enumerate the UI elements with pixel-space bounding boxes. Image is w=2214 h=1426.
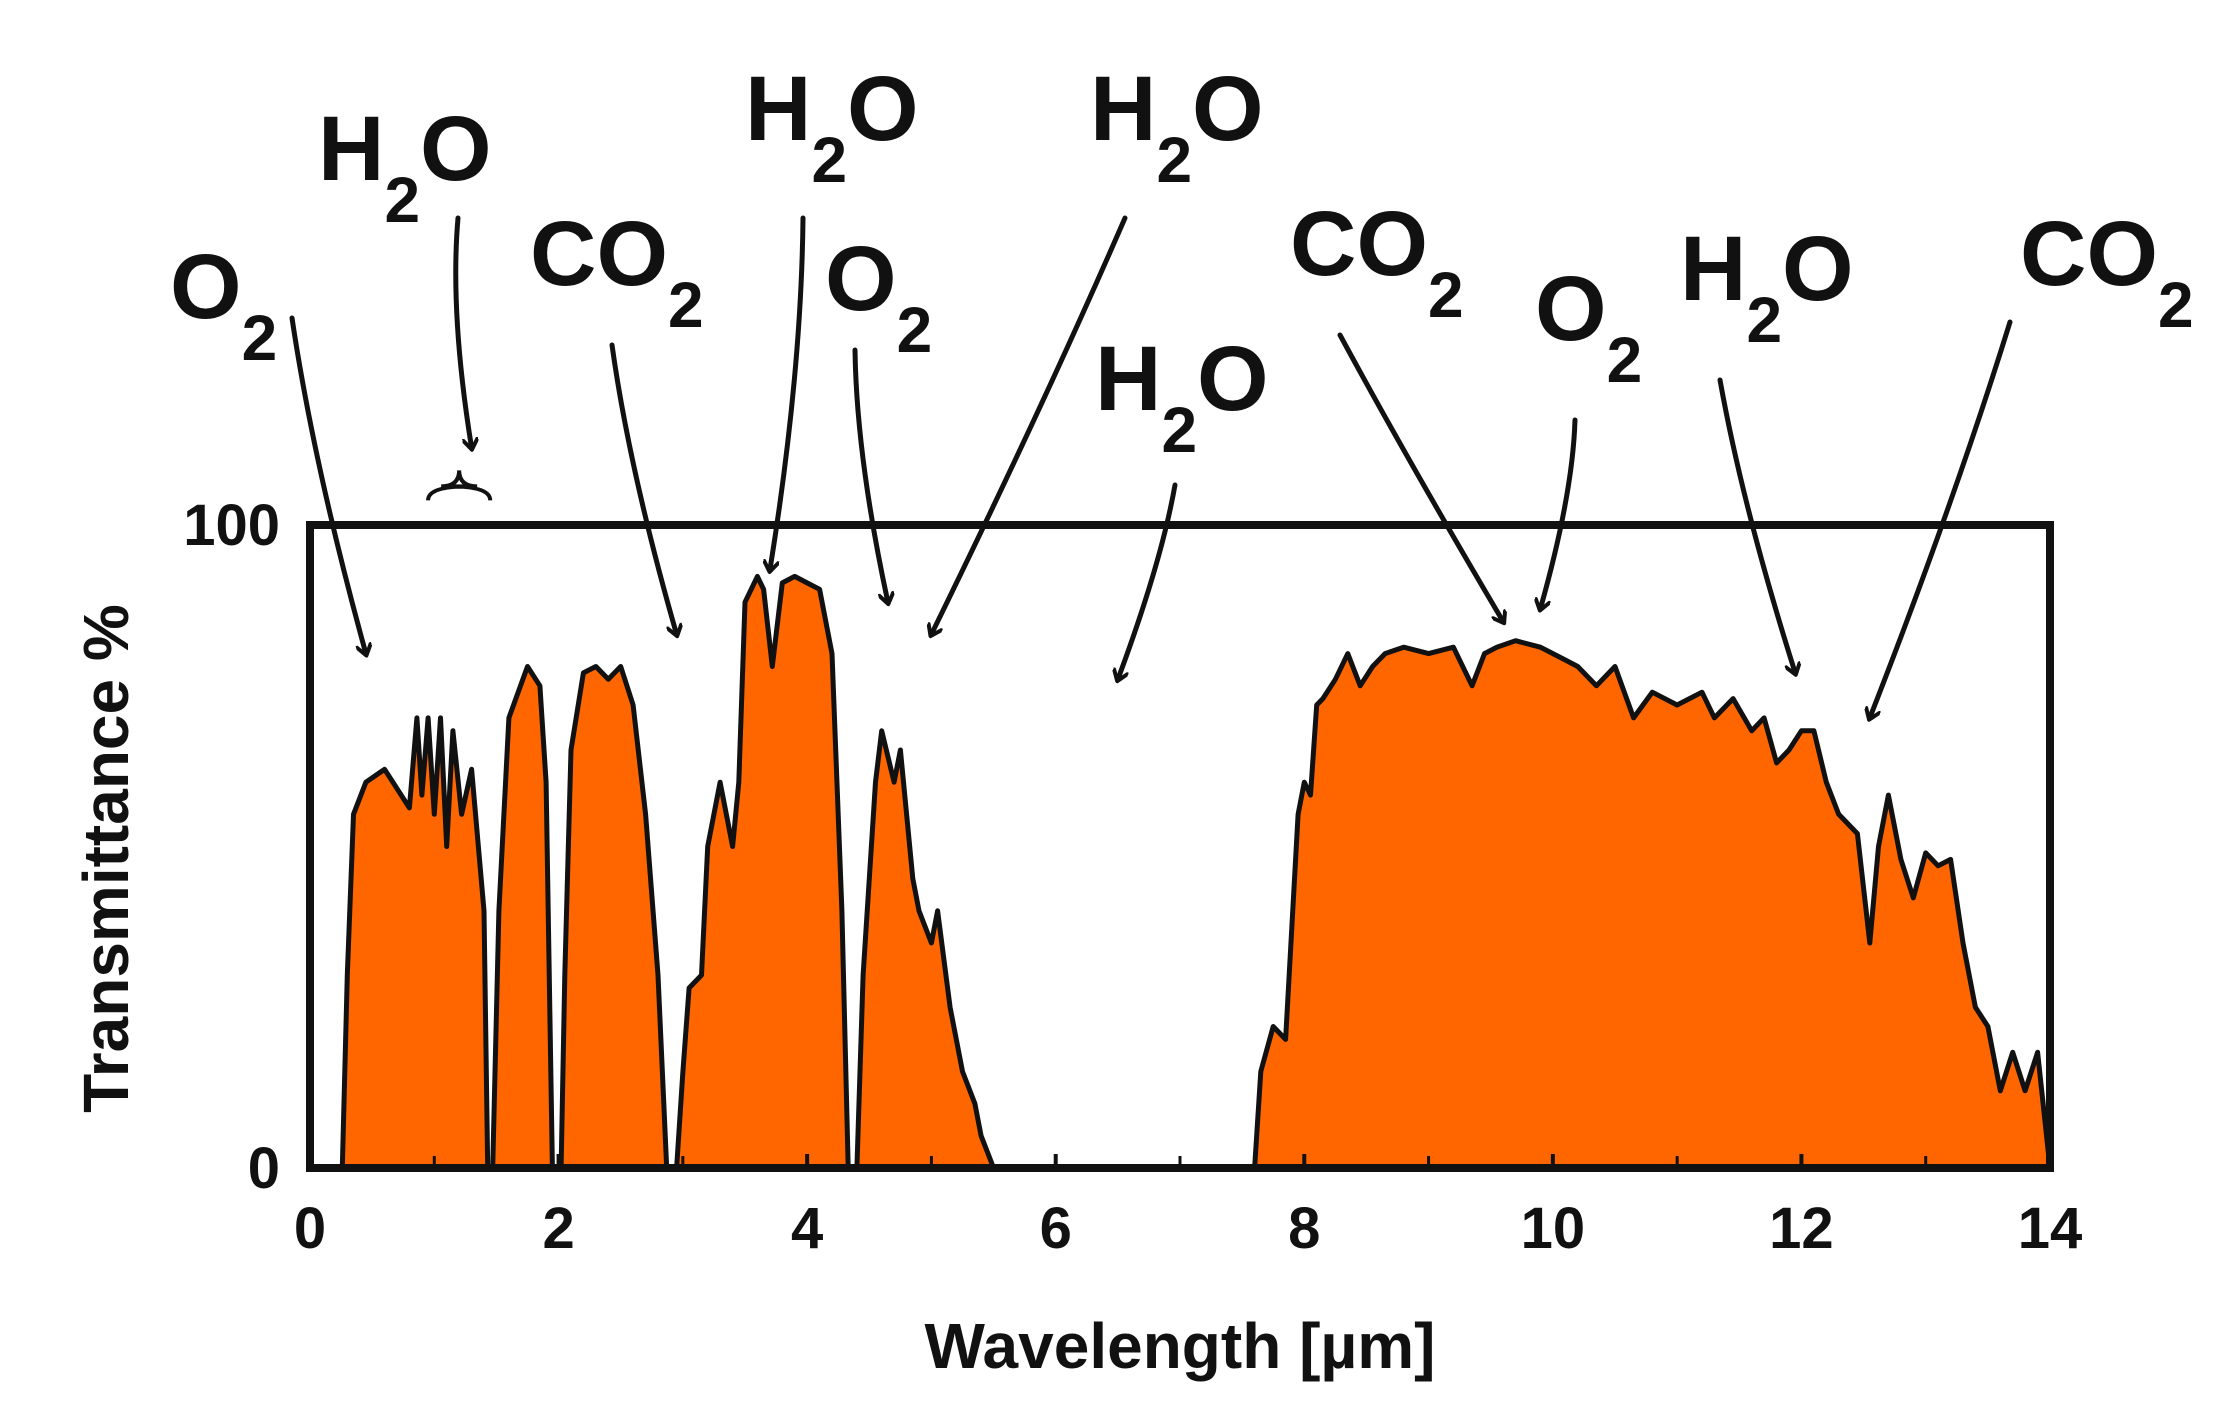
molecule-label: O2 xyxy=(1535,258,1642,396)
annotation-arrow xyxy=(453,215,472,448)
transmittance-band-2 xyxy=(490,664,555,1171)
x-tick-label: 8 xyxy=(1288,1196,1320,1261)
annotation-h2o: H2O xyxy=(1680,218,1854,673)
annotation-arrow xyxy=(1717,377,1795,673)
range-brace xyxy=(426,470,493,501)
annotation-h2o: H2O xyxy=(1095,328,1269,679)
transmittance-band-6 xyxy=(1252,638,2053,1171)
molecule-label: CO2 xyxy=(530,203,704,341)
annotation-h2o: H2O xyxy=(931,58,1264,634)
x-tick-label: 4 xyxy=(791,1196,823,1261)
x-tick-label: 10 xyxy=(1521,1196,1586,1261)
annotation-arrow xyxy=(1118,482,1178,679)
annotation-h2o: H2O xyxy=(318,98,492,448)
annotation-arrow xyxy=(1540,417,1578,609)
transmittance-band-1 xyxy=(339,715,491,1171)
annotation-o2: O2 xyxy=(170,236,366,654)
annotation-co2: CO2 xyxy=(1290,193,1503,622)
transmittance-band-5 xyxy=(854,728,997,1171)
y-tick-label: 0 xyxy=(248,1136,280,1201)
annotation-h2o: H2O xyxy=(745,58,919,570)
molecule-label: CO2 xyxy=(2020,203,2194,341)
molecule-label: O2 xyxy=(170,236,277,374)
annotation-co2: CO2 xyxy=(1870,203,2194,718)
x-tick-label: 6 xyxy=(1040,1196,1072,1261)
x-axis-title: Wavelength [µm] xyxy=(925,1310,1436,1382)
annotation-arrow xyxy=(770,215,806,570)
axis-ticks: 0 2 4 6 8 10 12 14 0 100 xyxy=(183,493,2082,1261)
transmittance-bands xyxy=(339,573,2053,1171)
annotation-co2: CO2 xyxy=(530,203,704,634)
annotation-arrow xyxy=(1870,319,2013,718)
annotation-arrow xyxy=(289,315,366,654)
transmittance-band-4 xyxy=(674,573,851,1171)
transmittance-band-3 xyxy=(558,664,670,1171)
x-tick-label: 2 xyxy=(542,1196,574,1261)
molecule-label: O2 xyxy=(825,228,932,366)
x-tick-label: 12 xyxy=(1769,1196,1834,1261)
annotation-o2: O2 xyxy=(825,228,932,602)
molecule-label: H2O xyxy=(1680,218,1854,356)
annotation-arrow xyxy=(931,215,1128,634)
molecule-label: H2O xyxy=(1095,328,1269,466)
molecule-label: CO2 xyxy=(1290,193,1464,331)
x-tick-label: 14 xyxy=(2018,1196,2083,1261)
molecule-label: H2O xyxy=(745,58,919,196)
y-axis-title: Transmittance % xyxy=(70,604,142,1113)
annotation-arrow xyxy=(1337,332,1503,622)
x-tick-label: 0 xyxy=(294,1196,326,1261)
annotation-o2: O2 xyxy=(1535,258,1642,609)
annotation-arrow xyxy=(852,347,888,602)
molecule-label: H2O xyxy=(1090,58,1264,196)
molecule-label: H2O xyxy=(318,98,492,236)
y-tick-label: 100 xyxy=(183,493,280,558)
annotation-arrow xyxy=(609,342,677,634)
